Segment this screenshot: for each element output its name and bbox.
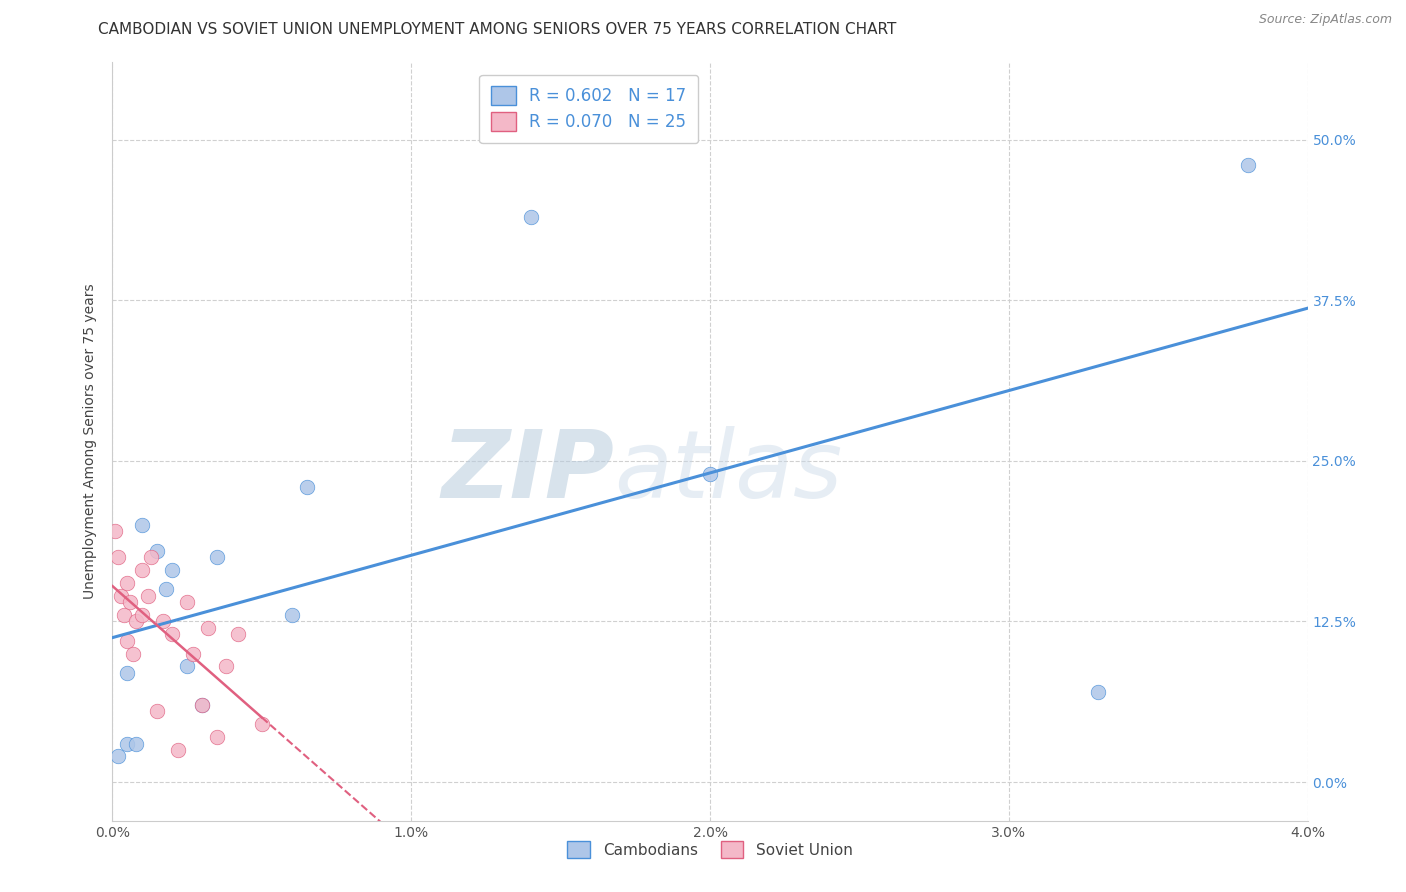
- Point: [191, 698, 214, 712]
- Point: [146, 543, 169, 558]
- Point: [155, 582, 177, 597]
- Point: [114, 607, 135, 622]
- Point: [176, 659, 198, 673]
- Point: [520, 210, 543, 224]
- Point: [295, 479, 318, 493]
- Point: [117, 665, 139, 680]
- Point: [205, 730, 228, 744]
- Text: Source: ZipAtlas.com: Source: ZipAtlas.com: [1258, 13, 1392, 27]
- Point: [162, 563, 183, 577]
- Point: [117, 575, 139, 590]
- Point: [181, 647, 204, 661]
- Point: [146, 705, 169, 719]
- Point: [176, 595, 198, 609]
- Point: [141, 550, 163, 565]
- Text: ZIP: ZIP: [441, 425, 614, 518]
- Point: [131, 563, 153, 577]
- Point: [1087, 685, 1109, 699]
- Point: [117, 737, 139, 751]
- Point: [110, 589, 132, 603]
- Point: [699, 467, 721, 481]
- Point: [197, 621, 219, 635]
- Point: [131, 607, 153, 622]
- Text: atlas: atlas: [614, 426, 842, 517]
- Point: [226, 627, 249, 641]
- Point: [125, 615, 148, 629]
- Point: [281, 607, 304, 622]
- Point: [167, 743, 190, 757]
- Point: [120, 595, 142, 609]
- Point: [138, 589, 160, 603]
- Point: [152, 615, 174, 629]
- Y-axis label: Unemployment Among Seniors over 75 years: Unemployment Among Seniors over 75 years: [83, 284, 97, 599]
- Point: [117, 633, 139, 648]
- Point: [131, 518, 153, 533]
- Point: [107, 749, 129, 764]
- Text: CAMBODIAN VS SOVIET UNION UNEMPLOYMENT AMONG SENIORS OVER 75 YEARS CORRELATION C: CAMBODIAN VS SOVIET UNION UNEMPLOYMENT A…: [98, 22, 897, 37]
- Point: [215, 659, 238, 673]
- Legend: Cambodians, Soviet Union: Cambodians, Soviet Union: [560, 833, 860, 866]
- Point: [125, 737, 148, 751]
- Point: [205, 550, 228, 565]
- Point: [250, 717, 273, 731]
- Point: [162, 627, 183, 641]
- Point: [104, 524, 127, 539]
- Point: [122, 647, 145, 661]
- Point: [1237, 158, 1260, 172]
- Point: [191, 698, 214, 712]
- Point: [107, 550, 129, 565]
